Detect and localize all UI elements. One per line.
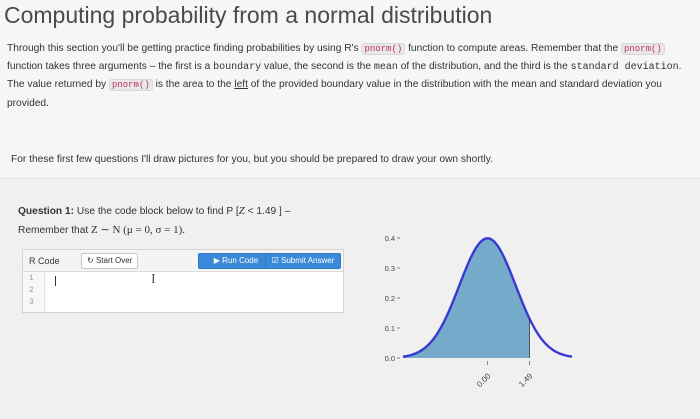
intro-paragraph: Through this section you'll be getting p… [7,40,693,112]
question-text: < 1.49 ] – [244,206,291,217]
submit-answer-button[interactable]: ☑ Submit Answer [265,253,341,269]
question-var: Z [238,205,245,217]
refresh-icon: ↻ [87,256,94,265]
question-distribution: Z ∼ N (μ = 0, σ = 1). [91,224,185,236]
start-over-label: Start Over [95,256,133,265]
question-label: Question 1: [18,206,75,217]
question-prompt: Question 1: Use the code block below to … [18,205,290,217]
intro-text: is the area to the [152,79,235,91]
x-tick-label: 1.49 [517,371,535,389]
start-over-button[interactable]: ↻ Start Over [81,253,139,269]
intro-text: of the provided boundary value in the di… [7,79,662,109]
line-number: 1 [29,274,34,283]
density-curve [402,237,573,358]
run-code-button[interactable]: ▶ Run Code [198,253,274,269]
submit-icon: ☑ [271,256,279,265]
y-tick-label: 0.2 [385,294,395,303]
page-title: Computing probability from a normal dist… [4,2,493,28]
text-cursor [55,276,56,286]
shaded-area [403,238,530,358]
x-tick-label: 0.00 [475,371,493,389]
boundary-term: boundary [213,62,262,74]
x-axis: 0.00 1.49 [475,361,535,389]
instruction-note: For these first few questions I'll draw … [11,154,493,165]
line-number-gutter: 1 2 3 [23,272,45,312]
y-tick-label: 0.4 [385,234,395,243]
question-text: Use the code block below to find P [ [74,206,239,217]
line-number: 2 [29,286,34,295]
intro-text: function takes three arguments – the fir… [7,61,214,73]
y-tick-label: 0.0 [385,354,395,363]
intro-text: value, the second is the [261,61,374,73]
pnorm-code: pnorm() [361,43,406,55]
normal-distribution-plot: 0.0 0.1 0.2 0.3 0.4 0.00 1.49 [385,234,573,389]
intro-text: Through this section you'll be getting p… [7,43,362,54]
mean-term: mean [373,62,398,74]
y-tick-label: 0.1 [385,324,395,333]
pnorm-code: pnorm() [108,79,153,92]
y-tick-label: 0.3 [385,264,395,273]
play-icon: ▶ [213,256,220,265]
y-axis: 0.0 0.1 0.2 0.3 0.4 [385,234,400,363]
line-number: 3 [29,298,34,307]
left-term: left [234,79,248,91]
code-input[interactable]: I [46,272,342,312]
intro-text: . The value returned by [7,61,682,91]
intro-text: function to compute areas. Remember that… [405,43,621,54]
code-editor: R Code ↻ Start Over ▶ Run Code ☑ Submit … [22,249,344,313]
question-text: Remember that [18,225,92,236]
editor-toolbar: R Code ↻ Start Over ▶ Run Code ☑ Submit … [23,250,343,272]
language-label: R Code [29,256,60,266]
intro-text: of the distribution, and the third is th… [397,61,571,73]
submit-label: Submit Answer [281,256,335,265]
sd-term: standard deviation [570,62,679,74]
run-code-label: Run Code [222,256,259,265]
question-reminder: Remember that Z ∼ N (μ = 0, σ = 1). [18,223,185,236]
pnorm-code: pnorm() [621,43,665,55]
ibeam-cursor-icon: I [151,272,156,287]
